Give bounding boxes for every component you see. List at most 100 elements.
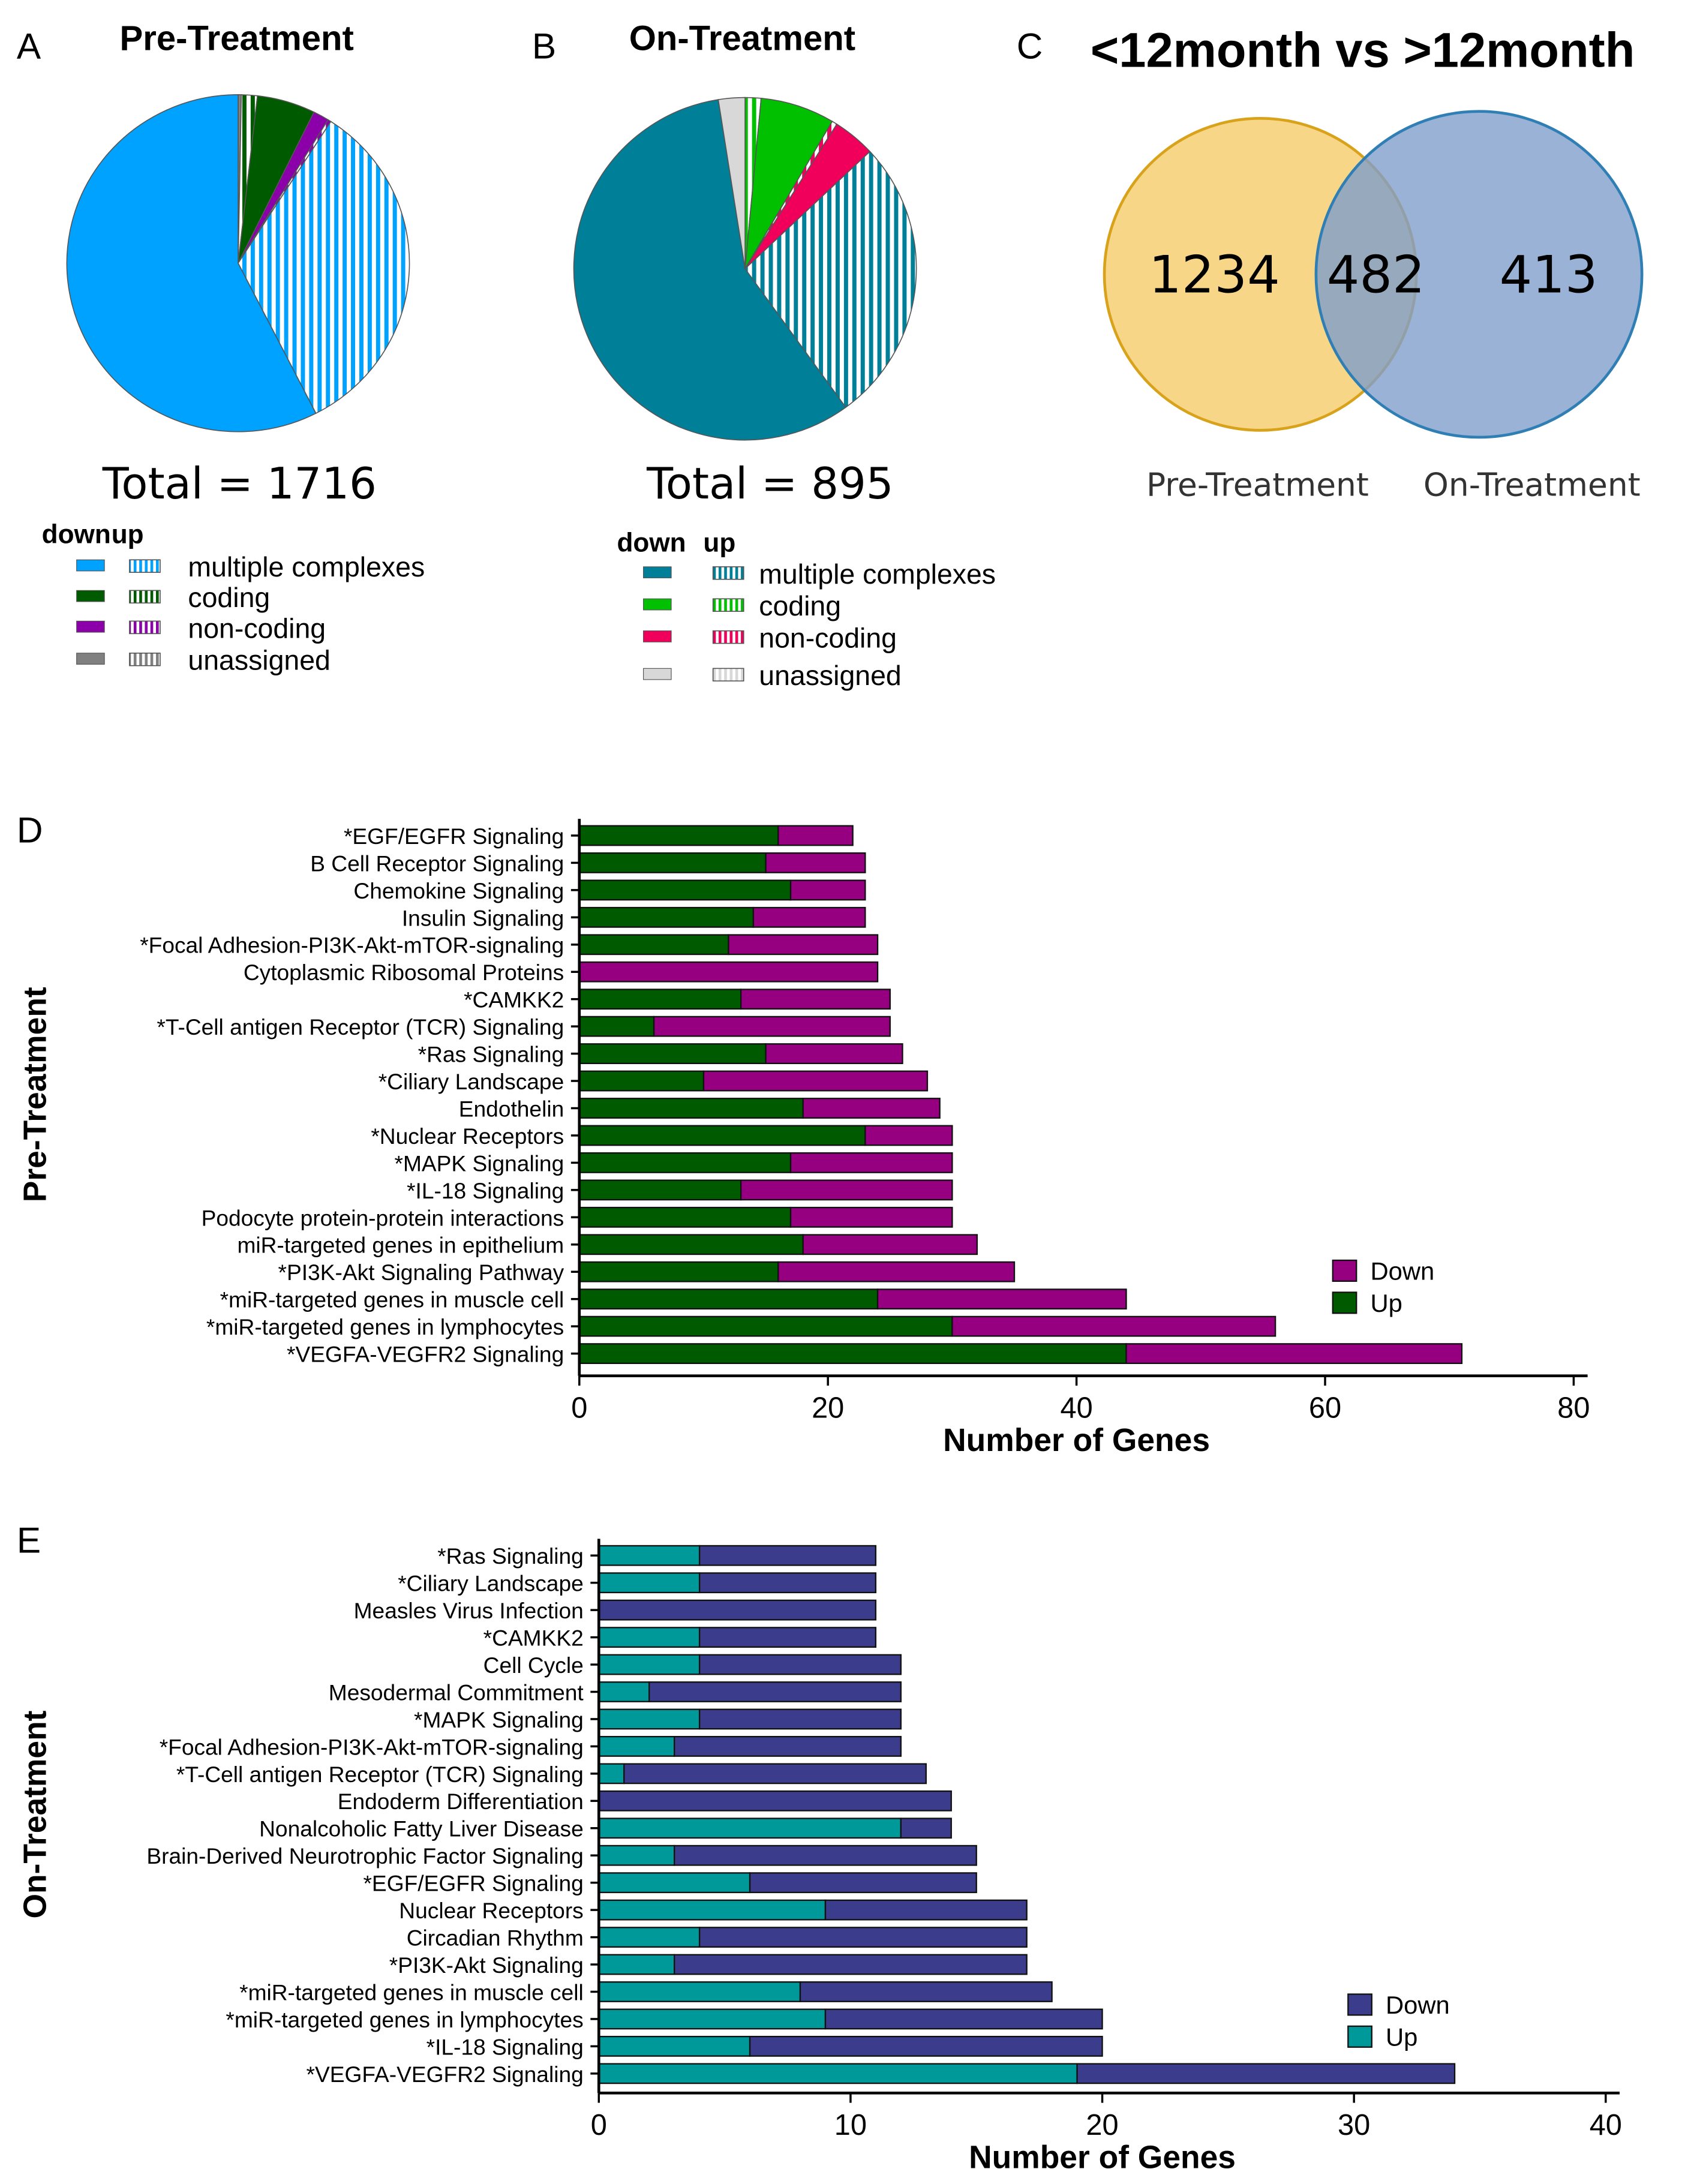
category-label: miR-targeted genes in epithelium [237,1233,564,1258]
x-tick-label: 20 [812,1392,844,1424]
category-label: *EGF/EGFR Signaling [363,1871,583,1896]
category-label: *miR-targeted genes in muscle cell [220,1287,564,1312]
category-label: *CAMKK2 [483,1626,584,1651]
category-label: *IL-18 Signaling [426,2034,584,2059]
legend-label: Up [1370,1289,1402,1317]
bar-down [1125,1343,1463,1365]
y-axis-title: On-Treatment [18,1710,53,1918]
bar-down [824,1899,1028,1921]
category-label: *Ciliary Landscape [398,1571,584,1596]
legend-label: multiple complexes [759,558,996,590]
category-label: Insulin Signaling [402,905,564,930]
bar-up [598,1763,625,1785]
category-label: *Focal Adhesion-PI3K-Akt-mTOR-signaling [140,933,564,958]
pie-b-legend: down up multiple complexescodingnon-coding… [617,528,996,691]
bar-down [802,1098,941,1119]
x-tick-label: 30 [1338,2109,1370,2141]
pie-slice-multiple-complexes-down [66,94,317,432]
category-label: Brain-Derived Neurotrophic Factor Signal… [146,1843,583,1868]
bar-up [578,1043,767,1065]
panel-label-a: A [17,26,41,67]
category-label: Measles Virus Infection [354,1598,584,1623]
legend-swatch-down [642,630,672,642]
legend-header-up: up [112,519,144,549]
bar-down [674,1954,1028,1975]
bar-down [598,1790,952,1812]
bar-up [598,1627,701,1648]
bar-down [698,1708,902,1730]
venn-label-on: On-Treatment [1423,465,1641,503]
legend-swatch-down [76,620,105,633]
bar-up [598,1899,827,1921]
bar-down [740,1179,953,1201]
bar-up [598,1572,701,1594]
category-label: *miR-targeted genes in lymphocytes [206,1314,564,1339]
pie-a [66,94,410,432]
pie-slice-coding-down [744,97,833,269]
bar-up [578,1234,804,1255]
category-label: *EGF/EGFR Signaling [344,824,564,849]
category-label: *CAMKK2 [464,987,564,1013]
legend-label: non-coding [759,623,897,654]
bar-down [789,879,866,901]
bar-down [740,989,891,1010]
pie-a-legend: down up multiple complexescodingnon-coding… [42,519,425,675]
bar-up [598,2063,1078,2084]
bar-down [951,1315,1277,1337]
bar-up [578,906,755,928]
bar-down [578,961,879,983]
bar-down [648,1681,902,1702]
category-label: *Ciliary Landscape [379,1069,564,1094]
x-tick-label: 0 [571,1392,587,1424]
bar-down [698,1927,1028,1948]
bar-down [777,1261,1016,1282]
category-label: *T-Cell antigen Receptor (TCR) Signaling [176,1762,584,1787]
legend-swatch-down [76,590,105,602]
venn-left-count: 1234 [1149,245,1280,305]
pie-a-title: Pre-Treatment [120,19,354,58]
category-label: Endoderm Differentiation [338,1789,584,1814]
bar-down [789,1152,953,1173]
pie-b-title: On-Treatment [629,19,855,58]
legend-swatch-down [642,598,672,611]
bar-up [598,1681,650,1702]
legend-swatch-up [712,668,744,682]
venn-circle-on [1314,110,1644,439]
bar-down [789,1206,953,1228]
x-tick-label: 20 [1086,2109,1118,2141]
pie-b [573,97,917,441]
bar-up [598,2008,827,2030]
bar-up [578,1098,804,1119]
bar-up [578,1179,742,1201]
legend-label: Down [1370,1257,1434,1285]
category-label: Chemokine Signaling [353,878,564,903]
category-label: *VEGFA-VEGFR2 Signaling [307,2062,584,2087]
bar-up [578,989,742,1010]
category-label: Nonalcoholic Fatty Liver Disease [259,1816,584,1841]
category-label: Endothelin [459,1096,564,1121]
venn-right-count: 413 [1500,245,1598,305]
bar-down [876,1288,1127,1310]
bar-up [578,1315,953,1337]
bar-up [598,1735,675,1757]
category-label: Mesodermal Commitment [329,1680,584,1705]
bar-down [674,1735,902,1757]
pie-b-total: Total = 895 [646,458,893,509]
category-label: *VEGFA-VEGFR2 Signaling [287,1342,564,1367]
bar-down [765,1043,903,1065]
legend-swatch [1332,1259,1357,1282]
venn-label-pre: Pre-Treatment [1146,465,1369,503]
legend-header-down: down [42,519,111,549]
bar-down [702,1070,929,1092]
bar-up [598,1545,701,1566]
category-label: Cytoplasmic Ribosomal Proteins [244,960,564,985]
bar-up [578,852,767,873]
legend-label: coding [188,582,270,613]
category-label: *T-Cell antigen Receptor (TCR) Signaling [157,1014,564,1040]
legend-label: coding [759,590,841,621]
category-label: *PI3K-Akt Signaling [389,1952,584,1978]
bar-down [598,1599,877,1621]
x-axis-title: Number of Genes [969,2140,1236,2176]
